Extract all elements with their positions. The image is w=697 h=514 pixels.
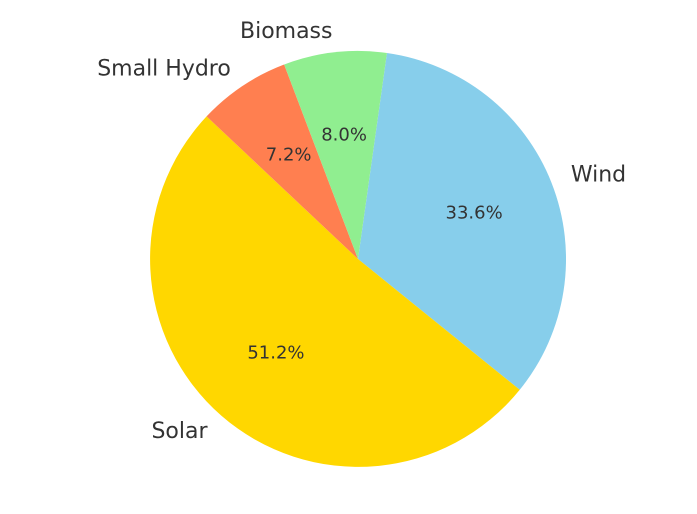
percent-label-wind: 33.6% <box>446 203 503 224</box>
category-label-biomass: Biomass <box>240 19 333 44</box>
category-labels: Wind Solar Small Hydro Biomass <box>97 19 626 444</box>
percent-label-small-hydro: 7.2% <box>266 145 312 166</box>
percent-label-solar: 51.2% <box>247 343 304 364</box>
pie-slice-solar <box>150 116 520 467</box>
pie-slice-small-hydro <box>206 64 358 259</box>
category-label-solar: Solar <box>151 419 208 444</box>
category-label-wind: Wind <box>571 163 626 188</box>
percent-labels: 33.6% 51.2% 7.2% 8.0% <box>247 124 502 363</box>
pie-slice-wind <box>358 53 567 390</box>
percent-label-biomass: 8.0% <box>321 124 367 145</box>
category-label-small-hydro: Small Hydro <box>97 56 231 81</box>
pie-slices <box>150 50 567 467</box>
pie-slice-biomass <box>284 50 387 260</box>
